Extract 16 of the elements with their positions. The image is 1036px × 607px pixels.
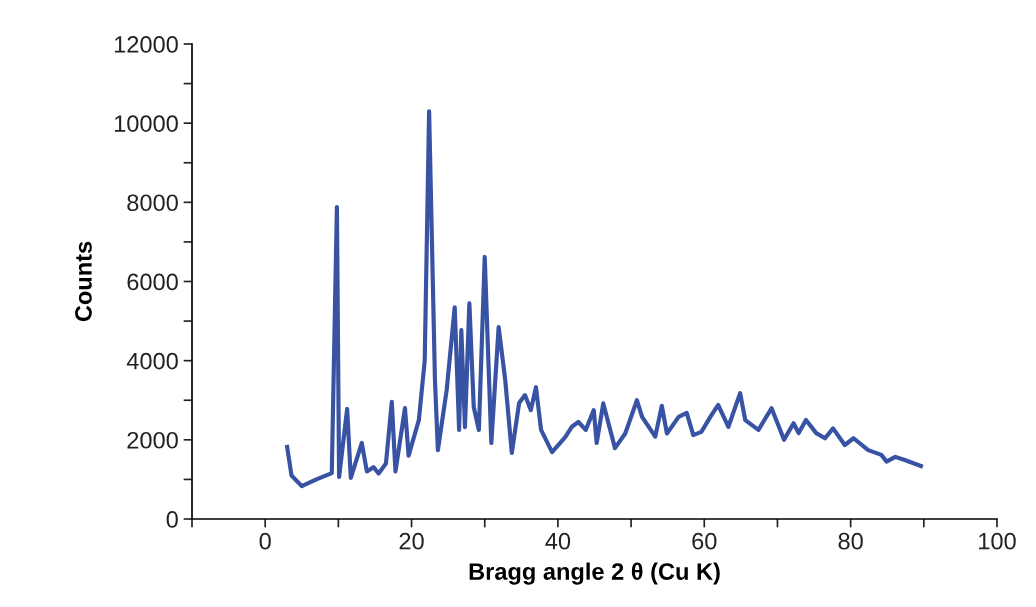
- line-series: [285, 109, 923, 489]
- x-tick-label: 20: [399, 532, 424, 550]
- x-tick-label: 40: [545, 532, 571, 550]
- y-tick-label: 0: [166, 511, 178, 528]
- y-axis-title: Counts: [75, 241, 92, 322]
- x-axis-title: Bragg angle 2 θ (Cu K): [469, 562, 720, 585]
- y-tick-label: 2000: [127, 431, 178, 449]
- y-tick-label: 12000: [114, 36, 178, 53]
- y-tick-label: 10000: [114, 115, 178, 132]
- x-tick-label: 60: [692, 532, 717, 550]
- x-tick-label: 0: [259, 532, 271, 550]
- x-tick-label: 100: [979, 532, 1016, 550]
- x-tick-label: 80: [838, 532, 863, 550]
- y-tick-label: 4000: [126, 352, 178, 370]
- y-tick-label: 8000: [127, 194, 178, 212]
- y-tick-label: 6000: [127, 273, 178, 291]
